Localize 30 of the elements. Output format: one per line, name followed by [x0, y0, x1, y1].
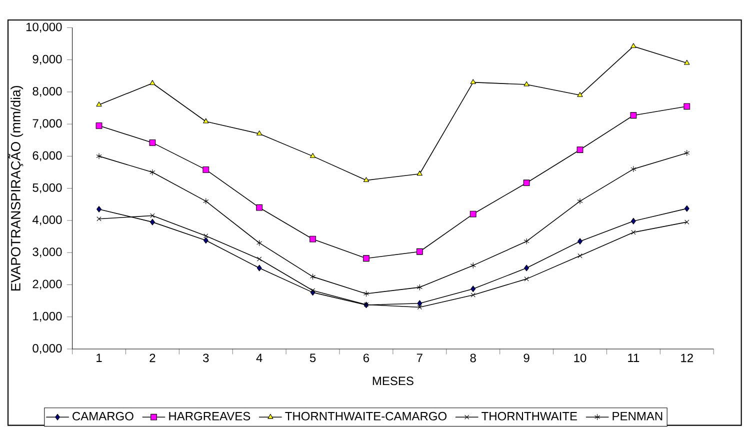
legend-label: PENMAN	[612, 412, 662, 420]
y-tick-label: 8,000	[32, 87, 62, 98]
x-tick-label: 3	[203, 354, 209, 362]
x-tick-label: 4	[256, 354, 262, 362]
y-tick-label: 5,000	[32, 184, 62, 194]
x-tick-label: 5	[310, 354, 316, 362]
x-tick-label: 10	[574, 354, 586, 362]
y-tick-label: 2,000	[32, 280, 62, 290]
x-tick-label: 11	[628, 354, 640, 362]
y-tick-label: 9,000	[32, 55, 62, 65]
legend-label: THORNTHWAITE	[482, 412, 578, 421]
x-tick-label: 2	[150, 354, 156, 362]
x-tick-label: 1	[96, 354, 102, 362]
y-axis-title: EVAPOTRANSPIRAÇÃO (mm/dia)	[8, 86, 24, 291]
y-tick-label: 4,000	[32, 216, 62, 226]
x-tick-label: 12	[681, 354, 693, 362]
y-tick-label: 3,000	[32, 248, 62, 258]
y-tick-label: 7,000	[32, 119, 62, 130]
legend-label: THORNTHWAITE-CAMARGO	[285, 412, 447, 421]
y-tick-label: 1,000	[33, 312, 62, 322]
y-tick-label: 0,000	[32, 344, 62, 354]
y-tick-label: 10,000	[26, 22, 62, 33]
x-tick-label: 8	[470, 354, 476, 362]
x-tick-label: 9	[524, 354, 530, 362]
x-axis-title: MESES	[372, 376, 414, 386]
legend-label: CAMARGO	[72, 412, 134, 421]
x-tick-label: 6	[363, 354, 370, 362]
x-tick-label: 7	[416, 354, 422, 362]
legend-label: HARGREAVES	[169, 412, 250, 421]
y-tick-label: 6,000	[32, 151, 62, 162]
